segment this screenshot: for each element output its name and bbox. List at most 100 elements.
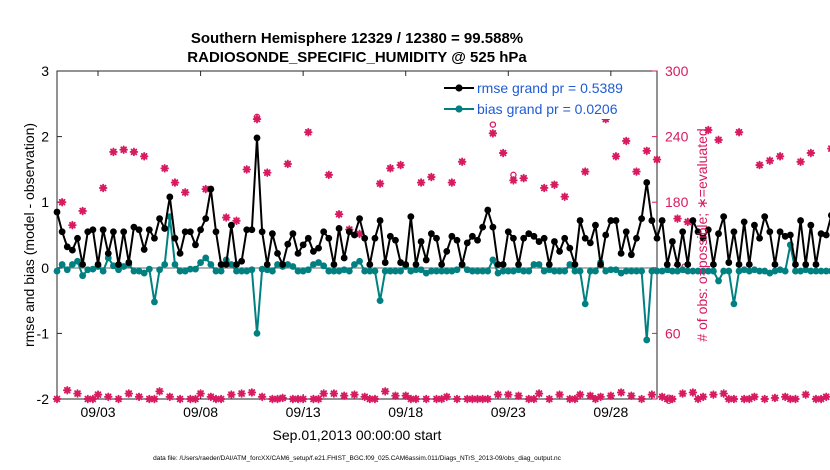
obs-evaluated-marker [170,178,180,187]
rmse-point [668,238,676,245]
obs-evaluated-marker [155,387,164,396]
obs-evaluated-marker [596,392,605,402]
obs-evaluated-marker [632,167,641,176]
rmse-point [427,230,435,238]
obs-evaluated-marker [88,394,98,404]
bias-point [776,266,784,274]
obs-evaluated-marker [709,390,718,399]
bias-point [571,267,579,275]
bias-point [556,267,563,275]
bias-point [315,259,322,266]
obs-evaluated-marker [68,220,77,230]
rmse-point [151,234,158,242]
bias-point [551,267,558,275]
bias-point [243,267,251,275]
bias-point [484,267,492,275]
rmse-point [161,225,169,232]
rmse-point [792,261,799,268]
obs-evaluated-marker [714,135,723,145]
rmse-point [720,213,728,221]
rmse-point [253,134,261,142]
rmse-point [674,261,681,268]
bias-point [63,266,71,274]
bias-point [740,266,748,274]
bias-point [612,266,620,274]
bias-point [227,261,235,268]
legend-rmse-marker [455,84,463,92]
obs-evaluated-marker [545,394,554,404]
bias-point [684,267,692,275]
bias-point [797,267,804,275]
obs-evaluated-marker [739,394,749,404]
obs-evaluated-marker [657,392,667,402]
obs-evaluated-marker [263,168,272,177]
obs-evaluated-marker [52,394,62,404]
obs-evaluated-marker [452,394,462,404]
rmse-point [417,238,425,245]
bias-point [156,266,163,274]
legend-bias-marker [455,105,463,113]
rmse-point [284,240,292,248]
obs-evaluated-marker [821,392,830,402]
obs-evaluated-marker [673,214,682,223]
bias-point [827,267,830,275]
rmse-point [63,243,71,251]
rmse-point [756,234,763,242]
obs-evaluated-marker [791,394,800,404]
bias-point [699,267,707,275]
obs-evaluated-marker [750,392,759,402]
obs-evaluated-marker [816,394,826,404]
rmse-point [104,249,112,257]
rmse-point [53,208,61,216]
obs-evaluated-marker [519,173,528,183]
bias-point [186,265,194,273]
bias-point [181,267,189,275]
bias-point [320,262,328,270]
rmse-point [289,230,297,238]
y-axis-label-right: # of obs: o=possible; ∗=evaluated [694,128,710,341]
rmse-point [797,217,804,224]
obs-evaluated-marker [509,176,518,185]
bias-point [376,297,384,304]
obs-evaluated-marker [298,394,308,404]
y-tick-label-right: 60 [665,325,681,341]
bias-point [663,266,671,274]
rmse-point [663,261,671,268]
obs-evaluated-marker [63,386,72,395]
rmse-point [468,232,476,240]
obs-evaluated-marker [401,391,410,400]
obs-evaluated-marker [278,393,287,403]
bias-point [530,261,538,268]
rmse-point [822,231,830,239]
rmse-point [340,254,348,262]
obs-evaluated-marker [811,394,821,404]
obs-evaluated-marker [145,394,154,404]
bias-point [217,267,225,275]
obs-evaluated-marker [396,160,405,170]
rmse-point [556,248,563,255]
obs-evaluated-marker [350,390,359,399]
rmse-point [571,261,579,268]
obs-evaluated-marker [801,390,810,399]
bias-point [756,267,763,275]
obs-evaluated-marker [160,164,169,173]
obs-evaluated-marker [411,394,421,404]
obs-evaluated-marker [642,146,651,156]
rmse-point [402,261,410,268]
obs-evaluated-marker [447,178,457,187]
bias-point [356,257,363,265]
obs-evaluated-marker [360,392,369,402]
obs-evaluated-marker [304,127,313,137]
bias-point [535,261,543,268]
obs-evaluated-marker [621,136,631,146]
rmse-point [392,236,399,244]
obs-evaluated-marker [329,389,339,398]
x-tick-label: 09/28 [593,404,628,420]
rmse-point [125,259,133,266]
rmse-point [84,228,92,236]
obs-evaluated-marker [324,170,334,180]
rmse-point [561,234,569,242]
bias-point [607,266,615,274]
rmse-point [786,231,794,239]
legend: rmse grand pr = 0.5389 bias grand pr = 0… [441,77,653,119]
